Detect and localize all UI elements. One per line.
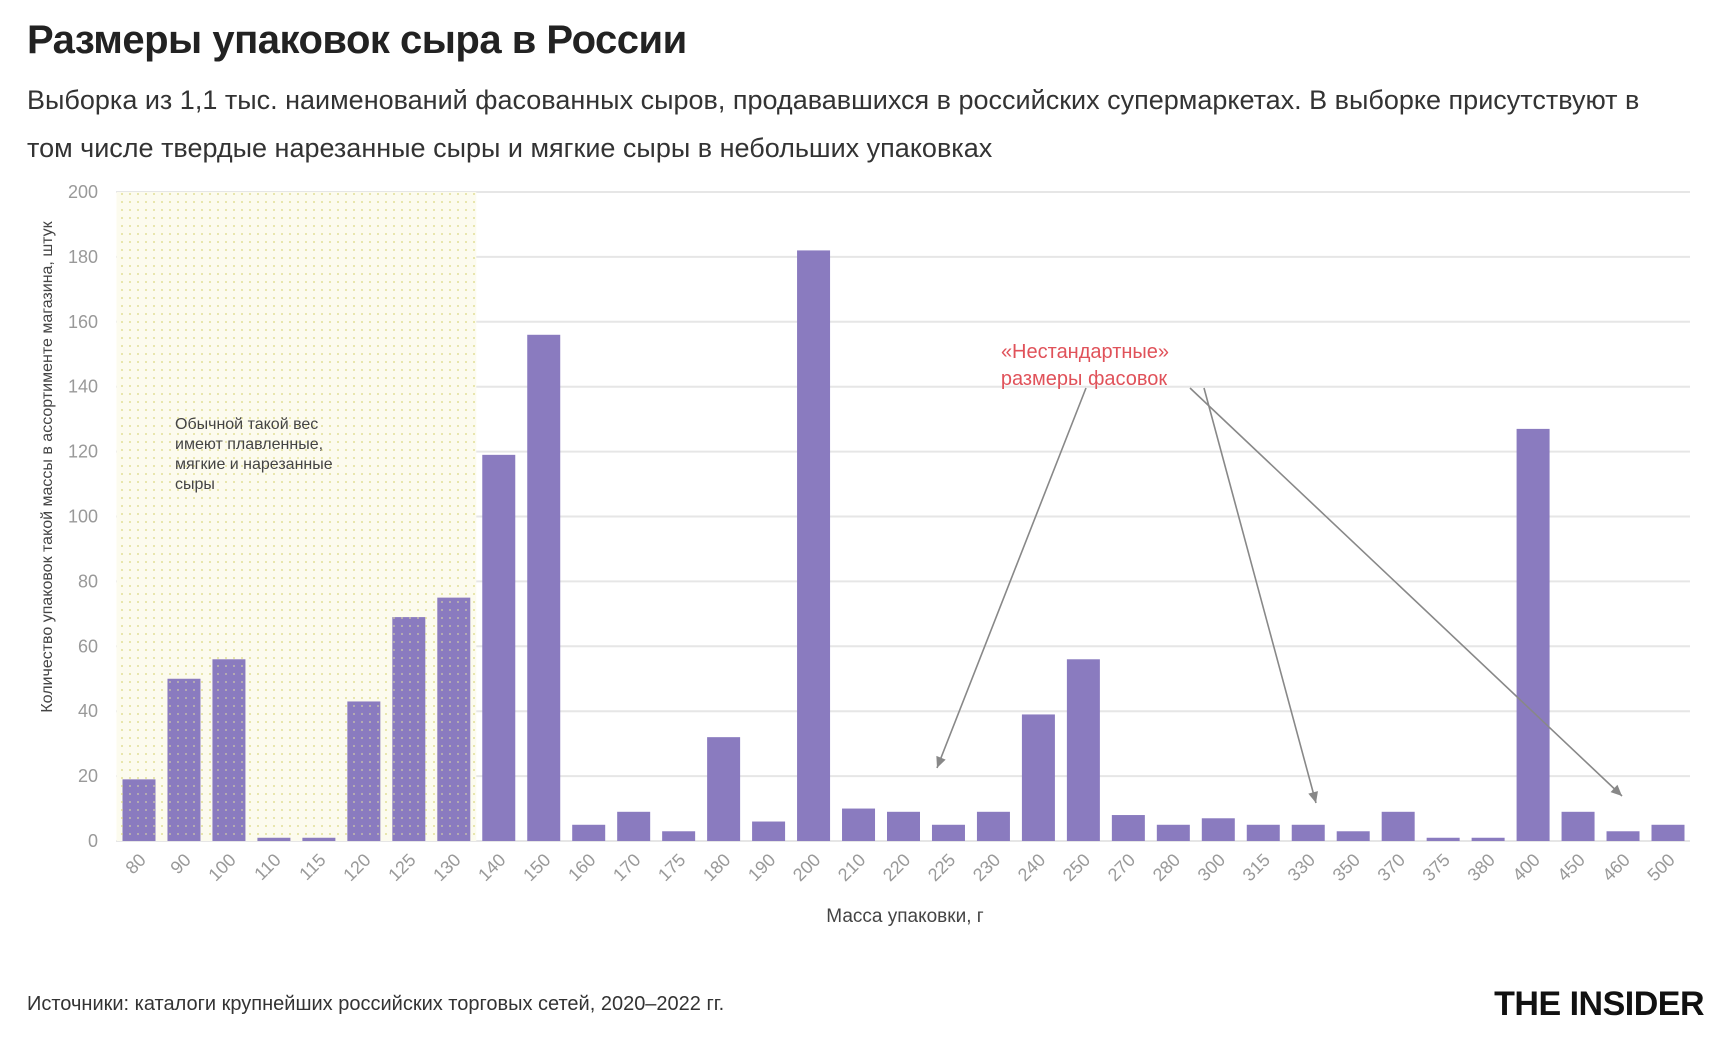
bar-225 [931,824,965,841]
x-tick-label: 115 [295,850,329,884]
bar-175 [662,831,696,841]
annotation-arrow-225 [936,387,1087,769]
x-tick-label: 160 [564,850,599,885]
x-tick-label: 170 [609,850,644,885]
x-tick-label: 175 [654,850,689,885]
bar-450 [1561,811,1595,841]
x-tick-label: 190 [744,850,779,885]
x-tick-label: 220 [879,850,914,885]
bar-315 [1246,824,1280,841]
x-tick-label: 120 [339,850,374,885]
x-tick-label: 400 [1509,850,1544,885]
bar-400 [1516,428,1550,841]
bar-180 [707,737,741,841]
x-tick-label: 240 [1014,850,1049,885]
bar-200 [797,250,831,841]
bar-230 [976,811,1010,841]
x-tick-label: 110 [250,850,284,884]
bar-240 [1021,714,1055,841]
x-axis-label: Масса упаковки, г [826,906,983,927]
bar-150 [527,334,561,841]
x-tick-label: 130 [429,850,464,885]
x-tick-label: 450 [1553,850,1588,885]
source-note: Источники: каталоги крупнейших российски… [27,993,725,1015]
x-tick-label: 225 [924,850,959,885]
region-note-line: имеют плавленные, [175,436,323,453]
bar-350 [1336,831,1370,841]
annotation-arrow-460 [1189,387,1623,797]
bar-270 [1111,815,1145,841]
x-tick-label: 230 [969,850,1004,885]
x-tick-label: 180 [699,850,734,885]
bar-500 [1651,824,1685,841]
x-tick-label: 100 [204,850,239,885]
annotation-line: «Нестандартные» [1001,341,1169,363]
x-tick-label: 330 [1284,850,1319,885]
arrowhead-icon [1308,791,1318,803]
x-tick-label: 80 [122,850,150,878]
bar-370 [1381,811,1415,841]
x-tick-label: 280 [1149,850,1184,885]
bar-460 [1606,831,1640,841]
bar-210 [842,808,876,841]
highlight-dots-overlay [116,192,477,841]
chart-title: Размеры упаковок сыра в России [27,18,687,62]
bar-300 [1201,818,1235,841]
bar-280 [1156,824,1190,841]
y-tick-label: 0 [88,831,98,851]
bar-220 [887,811,920,841]
bar-375 [1426,837,1460,841]
x-tick-label: 140 [474,850,509,885]
bar-160 [572,824,606,841]
x-tick-label: 460 [1598,850,1633,885]
region-note-line: Обычной такой вес [175,416,318,433]
bar-330 [1291,824,1325,841]
bar-170 [617,811,651,841]
y-axis-label: Количество упаковок такой массы в ассорт… [39,220,56,712]
y-tick-label: 40 [78,701,98,721]
x-tick-label: 210 [834,850,869,885]
x-tick-label: 315 [1239,850,1274,885]
x-tick-label: 380 [1464,850,1499,885]
arrowhead-icon [936,755,946,768]
x-tick-label: 500 [1643,850,1678,885]
region-note-line: мягкие и нарезанные [175,456,333,473]
x-tick-label: 270 [1104,850,1139,885]
bar-140 [482,454,516,841]
x-tick-label: 350 [1329,850,1364,885]
x-tick-label: 125 [384,850,419,885]
region-note-line: сыры [175,476,215,493]
y-tick-label: 160 [68,312,98,332]
x-tick-label: 150 [519,850,554,885]
x-tick-label: 375 [1419,850,1454,885]
annotation-line: размеры фасовок [1001,368,1168,390]
annotation-arrow-330 [1203,387,1317,804]
the-insider-logo: THE INSIDER [1494,985,1704,1023]
x-tick-label: 370 [1374,850,1409,885]
y-tick-label: 200 [68,182,98,202]
chart-subtitle: Выборка из 1,1 тыс. наименований фасован… [27,85,1640,163]
y-tick-label: 140 [68,377,98,397]
bar-190 [752,821,786,841]
bar-380 [1471,837,1505,841]
y-tick-label: 20 [78,766,98,786]
arrowhead-icon [1610,784,1622,796]
y-tick-label: 120 [68,442,98,462]
x-tick-label: 300 [1194,850,1229,885]
x-tick-label: 200 [789,850,824,885]
x-tick-label: 90 [166,850,194,878]
y-tick-label: 60 [78,636,98,656]
y-tick-label: 100 [68,507,98,527]
x-tick-label: 250 [1059,850,1094,885]
y-tick-label: 180 [68,247,98,267]
y-tick-label: 80 [78,571,98,591]
bar-250 [1066,659,1100,841]
